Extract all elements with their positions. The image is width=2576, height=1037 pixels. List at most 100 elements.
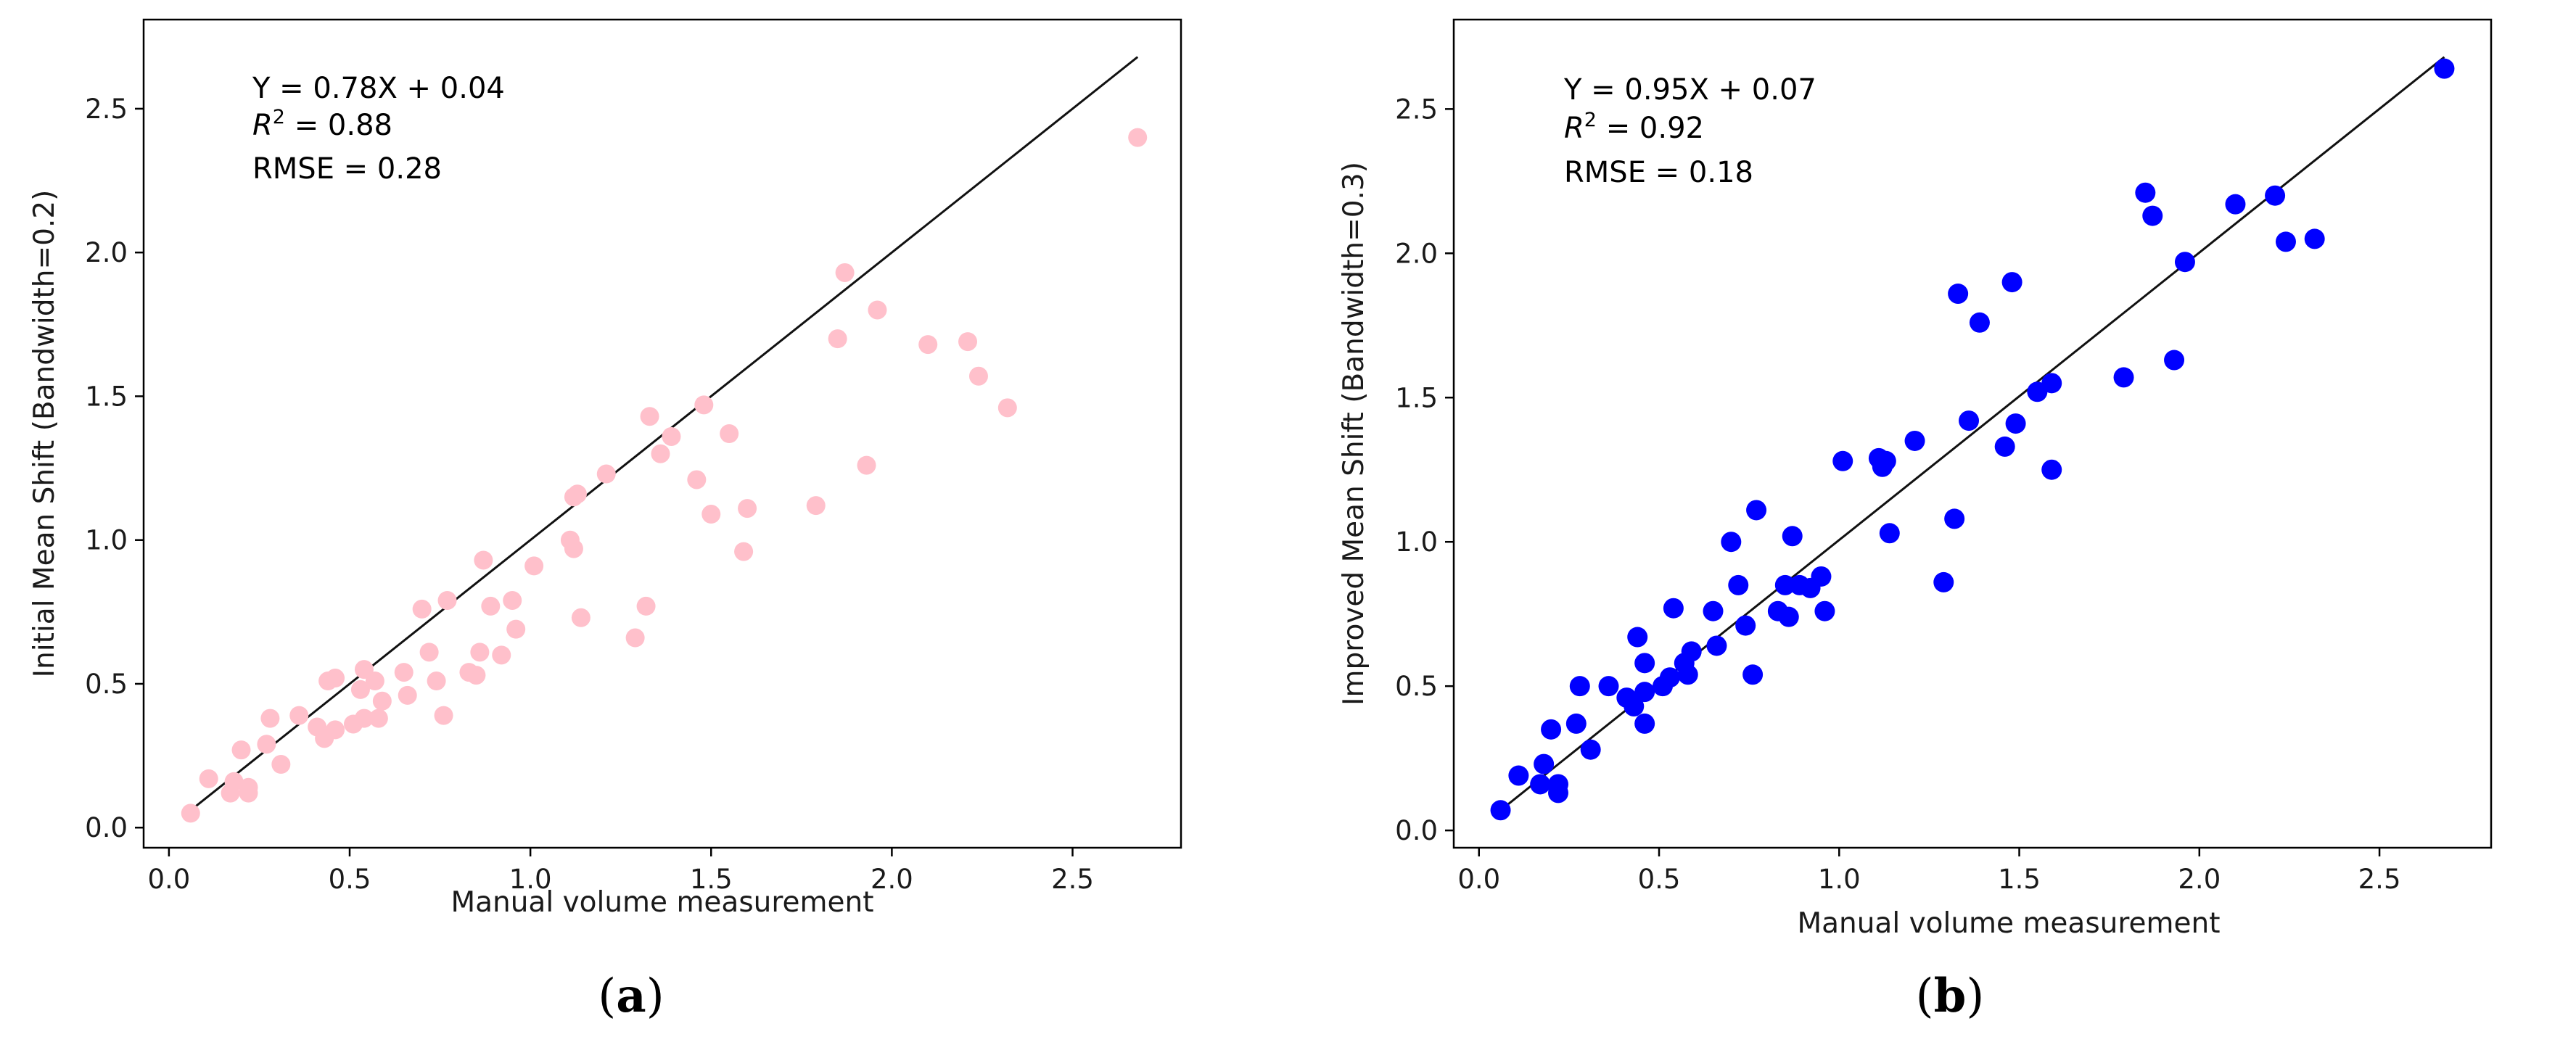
data-point <box>1565 713 1587 734</box>
data-point <box>372 691 392 711</box>
data-point <box>2001 272 2022 293</box>
data-point <box>828 329 847 349</box>
panel-letter: a <box>616 969 646 1023</box>
data-point <box>239 783 258 803</box>
r-symbol: R <box>1564 112 1584 145</box>
x-tick-label: 2.5 <box>1051 864 1094 895</box>
data-point <box>365 672 384 691</box>
y-tick-label: 1.0 <box>85 525 128 556</box>
data-point <box>1959 410 1980 431</box>
axis-ticks: 0.0 0.5 1.0 1.5 2.0 2.5 0.0 0.5 1.0 1.5 2.0 2.5 <box>1395 94 2400 895</box>
data-point <box>257 735 276 754</box>
y-tick-label: 0.0 <box>85 812 128 843</box>
data-point <box>701 505 721 524</box>
data-point <box>474 550 493 570</box>
y-tick-label: 0.5 <box>1395 671 1438 702</box>
data-point <box>1994 436 2015 457</box>
data-point <box>1634 682 1655 703</box>
x-tick-label: 0.0 <box>147 864 190 895</box>
r-exponent: 2 <box>1584 109 1597 131</box>
data-point <box>1933 571 1954 592</box>
data-point <box>1944 508 1965 529</box>
data-point <box>1728 574 1749 595</box>
data-point <box>2135 182 2156 203</box>
data-point <box>1746 500 1767 521</box>
data-point <box>524 556 544 576</box>
annotation-equation: Y = 0.78X + 0.04 <box>252 72 505 105</box>
plot-area-frame <box>142 18 1182 849</box>
data-point <box>1681 641 1702 662</box>
annotation-rmse: RMSE = 0.28 <box>252 152 442 186</box>
data-point <box>224 772 244 791</box>
data-point <box>412 599 432 619</box>
data-point <box>2225 194 2246 215</box>
panel-label-a: (a) <box>598 969 664 1023</box>
data-point <box>354 708 374 728</box>
data-point <box>1721 532 1742 553</box>
data-point <box>918 335 938 355</box>
data-point <box>1508 765 1529 786</box>
x-tick-label: 0.0 <box>1457 864 1500 895</box>
data-point <box>968 366 988 386</box>
data-point <box>326 720 345 740</box>
data-point <box>1742 664 1764 685</box>
data-point <box>1541 719 1562 740</box>
data-point <box>694 395 714 415</box>
data-point <box>625 628 645 648</box>
data-point <box>636 596 656 616</box>
r2-value: = 0.88 <box>285 109 392 142</box>
annotation-r-squared: R2 = 0.88 <box>252 106 392 142</box>
data-point <box>997 398 1017 418</box>
data-point <box>2275 231 2296 252</box>
data-point <box>857 455 876 475</box>
data-point <box>2142 205 2163 226</box>
data-point <box>427 672 446 691</box>
annotation-r-squared: R2 = 0.92 <box>1564 109 1704 145</box>
data-point <box>1663 598 1684 619</box>
y-tick-label: 2.0 <box>85 237 128 268</box>
data-point <box>503 590 522 610</box>
data-point <box>369 708 388 728</box>
data-point <box>2113 367 2134 388</box>
annotation-rmse: RMSE = 0.18 <box>1564 156 1753 189</box>
x-tick-label: 1.5 <box>1998 864 2041 895</box>
data-point <box>1128 128 1148 147</box>
data-point <box>437 590 457 610</box>
data-point <box>2164 350 2185 371</box>
x-axis-label: Manual volume measurement <box>1797 907 2220 940</box>
data-point <box>1811 566 1832 587</box>
data-point <box>394 663 413 682</box>
data-point <box>1534 753 1555 774</box>
data-point <box>2304 228 2325 249</box>
data-point <box>271 755 291 774</box>
data-point <box>835 263 855 282</box>
data-point <box>260 708 280 728</box>
data-point <box>1969 312 1990 333</box>
data-point <box>2041 459 2062 480</box>
data-point <box>2434 58 2455 79</box>
plot-area-frame <box>1452 18 2493 849</box>
data-point <box>1774 574 1795 595</box>
data-point <box>1580 739 1601 760</box>
data-point <box>720 424 739 443</box>
data-point <box>199 769 218 788</box>
x-tick-label: 0.5 <box>329 864 371 895</box>
data-point <box>1782 526 1803 547</box>
data-point <box>1490 800 1511 821</box>
data-point <box>481 596 501 616</box>
y-axis-label: Improved Mean Shift (Bandwidth=0.3) <box>1338 162 1370 706</box>
data-point <box>662 426 681 446</box>
x-tick-label: 2.5 <box>2358 864 2401 895</box>
data-point <box>1706 635 1727 656</box>
data-point <box>506 619 526 639</box>
data-point <box>1832 450 1853 471</box>
data-point <box>1547 782 1568 803</box>
x-tick-label: 1.0 <box>509 864 552 895</box>
y-tick-label: 2.0 <box>1395 238 1438 269</box>
data-point <box>567 484 587 504</box>
data-point <box>326 669 345 688</box>
data-point <box>434 706 453 725</box>
x-tick-label: 2.0 <box>2178 864 2221 895</box>
data-point <box>1624 696 1645 717</box>
